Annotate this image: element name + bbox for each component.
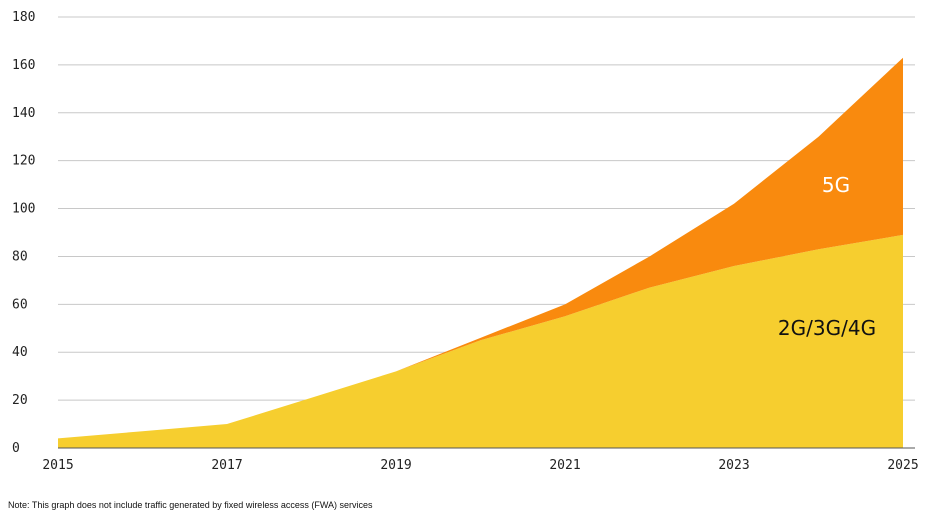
x-tick-label: 2015	[42, 458, 73, 473]
x-tick-label: 2017	[211, 458, 242, 473]
y-tick-label: 160	[12, 58, 35, 73]
x-tick-label: 2021	[549, 458, 580, 473]
y-tick-label: 80	[12, 249, 28, 264]
y-tick-label: 60	[12, 297, 28, 312]
area-series	[58, 57, 903, 448]
x-tick-label: 2025	[887, 458, 918, 473]
gridlines	[58, 16, 915, 401]
y-tick-label: 100	[12, 202, 35, 217]
series-label-5g: 5G	[822, 173, 850, 197]
x-tick-labels: 2015 2017 2019 2021 2023 2025	[42, 458, 918, 473]
y-tick-label: 0	[12, 441, 20, 456]
y-tick-label: 40	[12, 345, 28, 360]
x-tick-label: 2019	[380, 458, 411, 473]
series-labels: 5G 2G/3G/4G	[778, 173, 876, 340]
area-5g	[58, 57, 903, 439]
y-tick-label: 140	[12, 106, 35, 121]
y-tick-label: 120	[12, 154, 35, 169]
y-tick-label: 20	[12, 393, 28, 408]
series-label-2g3g4g: 2G/3G/4G	[778, 316, 876, 340]
area-2g3g4g	[58, 234, 903, 448]
y-tick-label: 180	[12, 10, 35, 25]
y-tick-labels: 0 20 40 60 80 100 120 140 160 180	[12, 10, 35, 456]
x-tick-label: 2023	[718, 458, 749, 473]
chart-note: Note: This graph does not include traffi…	[8, 500, 373, 510]
